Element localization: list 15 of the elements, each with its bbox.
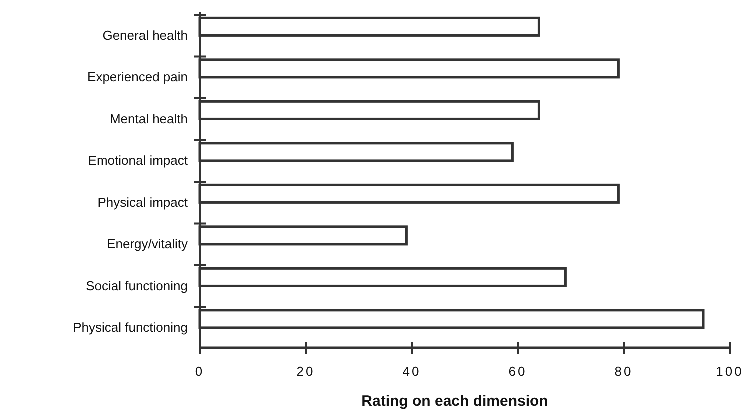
y-tick-label: Experienced pain [88, 70, 188, 85]
y-tick-label: Emotional impact [88, 153, 188, 168]
x-tick-label: 0 [195, 364, 205, 379]
x-tick-label: 20 [296, 364, 316, 379]
x-tick-label: 40 [402, 364, 422, 379]
y-tick-label: Physical functioning [73, 320, 188, 336]
y-tick-label: General health [102, 28, 188, 43]
y-tick-label: Physical impact [98, 194, 188, 210]
x-tick-label: 80 [614, 364, 634, 379]
y-tick-label: Mental health [110, 111, 188, 126]
x-axis-title: Rating on each dimension [362, 393, 548, 410]
x-tick-label: 60 [508, 364, 528, 379]
y-tick-label: Energy/vitality [107, 236, 188, 252]
y-tick-label: Social functioning [86, 278, 188, 294]
x-tick-label: 100 [716, 364, 744, 379]
